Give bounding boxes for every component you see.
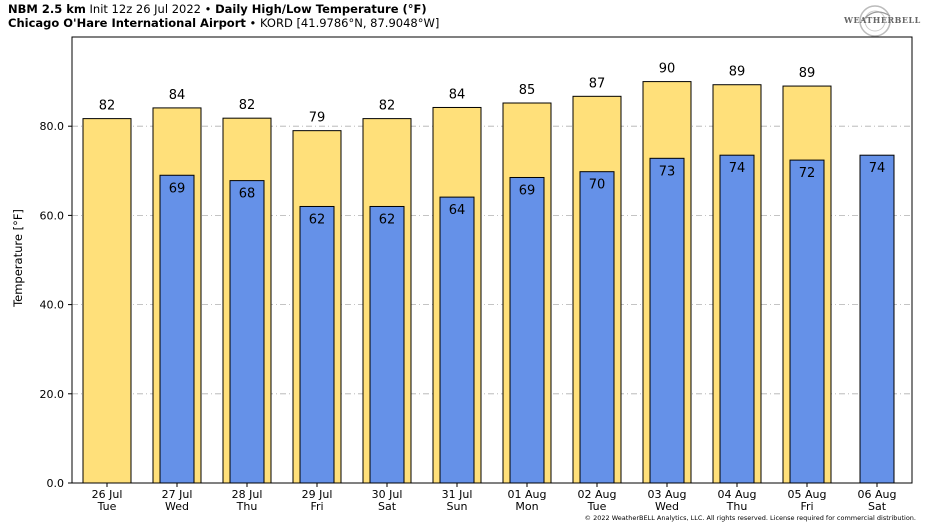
low-temp-label: 68 [239,187,256,202]
low-temp-bar [859,154,895,484]
x-tick-date: 05 Aug [788,488,827,501]
x-tick-weekday: Sun [447,500,468,513]
x-tick-date: 02 Aug [578,488,617,501]
x-tick-weekday: Wed [655,500,679,513]
x-tick-date: 04 Aug [718,488,757,501]
x-tick-date: 30 Jul [372,488,403,501]
chart-title: Daily High/Low Temperature (°F) [215,2,427,16]
y-tick-label: 0.0 [47,477,65,490]
x-tick-weekday: Tue [97,500,117,513]
high-temp-label: 85 [519,83,536,98]
high-temp-label: 79 [309,111,326,126]
high-temp-label: 87 [589,76,606,91]
station-name: Chicago O'Hare International Airport [8,16,246,30]
x-tick-weekday: Fri [800,500,813,513]
high-temp-label: 89 [729,65,746,80]
low-temp-bar [649,157,685,484]
model-name: NBM 2.5 km [8,2,86,16]
low-temp-label: 64 [449,203,466,218]
low-temp-bar [159,174,195,484]
x-tick-date: 31 Jul [442,488,473,501]
x-tick-date: 01 Aug [508,488,547,501]
x-tick-weekday: Fri [310,500,323,513]
x-tick-date: 03 Aug [648,488,687,501]
high-temp-label: 82 [239,98,256,113]
plot-frame [71,36,913,484]
low-temp-label: 73 [659,164,676,179]
header-line-2: Chicago O'Hare International Airport • K… [8,16,439,30]
separator: • [249,16,257,30]
high-temp-bar [82,118,132,484]
header-line-1: NBM 2.5 km Init 12z 26 Jul 2022 • Daily … [8,2,439,16]
x-tick-date: 29 Jul [302,488,333,501]
low-temp-bar [439,196,475,484]
x-tick-date: 28 Jul [232,488,263,501]
high-temp-label: 84 [169,88,186,103]
high-temp-label: 82 [99,99,116,114]
logo-text: WEATHERBELL [844,15,921,25]
low-temp-bar [789,159,825,484]
x-tick-date: 27 Jul [162,488,193,501]
low-temp-label: 72 [799,166,816,181]
x-tick-weekday: Tue [587,500,607,513]
low-temp-bar [719,154,755,484]
x-tick-weekday: Wed [165,500,189,513]
low-temp-bar [369,205,405,484]
x-tick-weekday: Sat [868,500,887,513]
low-temp-label: 69 [519,183,536,198]
copyright-notice: © 2022 WeatherBELL Analytics, LLC. All r… [584,514,916,522]
y-axis-label: Temperature [°F] [11,209,25,308]
low-temp-bar [579,171,615,484]
separator: • [204,2,212,16]
chart-header: NBM 2.5 km Init 12z 26 Jul 2022 • Daily … [8,2,439,30]
high-temp-label: 82 [379,99,396,114]
x-tick-date: 06 Aug [858,488,897,501]
low-temp-label: 62 [379,212,396,227]
high-temp-label: 84 [449,87,466,102]
weatherbell-logo: WEATHERBELL [832,4,921,38]
x-tick-weekday: Mon [515,500,538,513]
logo-swirl-icon [859,5,891,37]
x-tick-weekday: Thu [236,500,258,513]
low-temp-bar [509,176,545,484]
high-temp-label: 89 [799,66,816,81]
low-temp-bar [299,205,335,484]
y-tick-label: 80.0 [40,120,65,133]
station-id: KORD [41.9786°N, 87.9048°W] [259,16,440,30]
x-tick-weekday: Sat [378,500,397,513]
high-temp-label: 90 [659,62,676,77]
y-tick-label: 60.0 [40,209,65,222]
x-tick-date: 26 Jul [92,488,123,501]
y-tick-label: 20.0 [40,388,65,401]
low-temp-label: 62 [309,212,326,227]
x-tick-weekday: Thu [726,500,748,513]
low-temp-bar [229,180,265,484]
low-temp-label: 70 [589,178,606,193]
low-temp-label: 69 [169,181,186,196]
low-temp-label: 74 [869,161,886,176]
y-tick-label: 40.0 [40,299,65,312]
low-temp-label: 74 [729,161,746,176]
init-time: Init 12z 26 Jul 2022 [89,2,201,16]
